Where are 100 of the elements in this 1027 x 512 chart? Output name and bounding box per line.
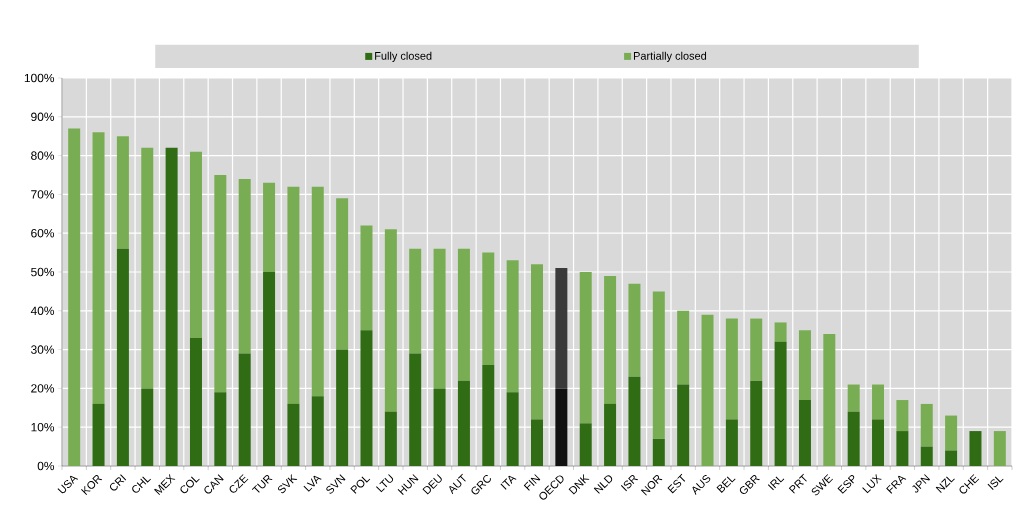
bar [798,330,811,401]
y-tick-label: 10% [31,422,55,432]
bar [214,392,227,466]
bar [896,400,909,432]
bar [141,388,154,466]
y-tick-label: 70% [31,190,55,199]
bar [531,264,543,420]
bar [433,248,446,389]
bar [774,341,787,466]
y-tick-label: 30% [31,345,55,354]
x-tick-label: TUR [251,475,273,493]
x-tick-label: LVA [303,475,322,492]
bar [311,186,324,397]
y-tick-label: 80% [31,151,55,160]
y-tick-label: 0% [37,461,55,471]
bar [604,403,617,466]
bar [725,419,738,466]
y-tick-label: 100% [24,73,55,83]
bar [798,400,811,466]
bar [628,283,641,377]
x-tick-label: NZL [935,476,955,493]
bar [750,380,763,466]
bar [189,151,202,338]
y-tick-label: 20% [31,384,55,393]
bar [847,384,860,412]
bar [920,446,933,466]
bar [409,353,422,466]
bar [457,380,470,466]
bar [141,147,154,389]
bar [384,411,397,466]
y-tick-label: 40% [30,306,55,316]
bar [68,128,81,466]
x-tick-label: FRA [886,475,907,494]
bar [214,175,227,393]
bar [896,431,909,466]
x-tick-label: CRI [109,474,127,491]
bar [969,431,982,466]
bar [238,353,251,466]
bar [555,388,568,466]
bar [701,314,714,466]
legend-label: Fully closed [375,51,432,62]
bar [506,260,519,393]
x-tick-label: POL [350,476,371,494]
bar [360,225,373,331]
bar [116,248,129,466]
bar [920,403,933,447]
bar [360,330,373,466]
x-tick-label: BEL [716,476,736,493]
bar [384,229,397,412]
x-tick-label: ISL [987,476,1004,490]
x-tick-label: ISR [620,475,639,492]
bar [677,310,690,385]
bar [92,403,105,466]
bar [823,334,836,466]
bar [506,392,519,466]
bar [263,182,276,272]
bar [945,450,958,466]
bar [531,419,543,466]
bar [116,136,129,249]
bar [847,411,860,466]
bar [872,384,885,420]
bar [774,322,787,342]
bar [336,349,349,466]
bar [652,438,665,466]
x-tick-label: CHL [132,476,152,493]
x-tick-label: FIN [523,474,541,491]
x-tick-label: IRL [767,476,785,491]
legend-label: Partially closed [633,51,707,62]
bar [409,248,422,354]
y-tick-label: 60% [31,228,55,238]
bar [993,431,1006,466]
bar [482,365,495,466]
bar [92,132,105,404]
x-tick-label: LTU [376,474,394,493]
bar [336,198,349,350]
x-tick-label: USA [57,475,79,494]
y-tick-label: 50% [31,267,55,277]
bar [263,272,276,466]
bar [677,384,690,466]
bar [750,318,763,381]
bar [433,388,446,466]
bar [457,248,470,381]
bar [725,318,738,420]
bar [872,419,885,466]
bar [604,275,617,404]
bar [579,272,592,424]
bar [628,376,641,466]
bar [482,252,495,366]
x-tick-label: ITA [500,475,517,490]
bar [287,403,300,466]
bar [555,268,568,389]
bar [945,415,958,451]
x-tick-label: COL [180,476,200,494]
bar [311,396,324,466]
bar [579,423,592,466]
bar [238,178,251,354]
y-tick-label: 90% [31,112,55,122]
bar [189,337,202,466]
bar [652,291,665,439]
bar [165,147,178,466]
